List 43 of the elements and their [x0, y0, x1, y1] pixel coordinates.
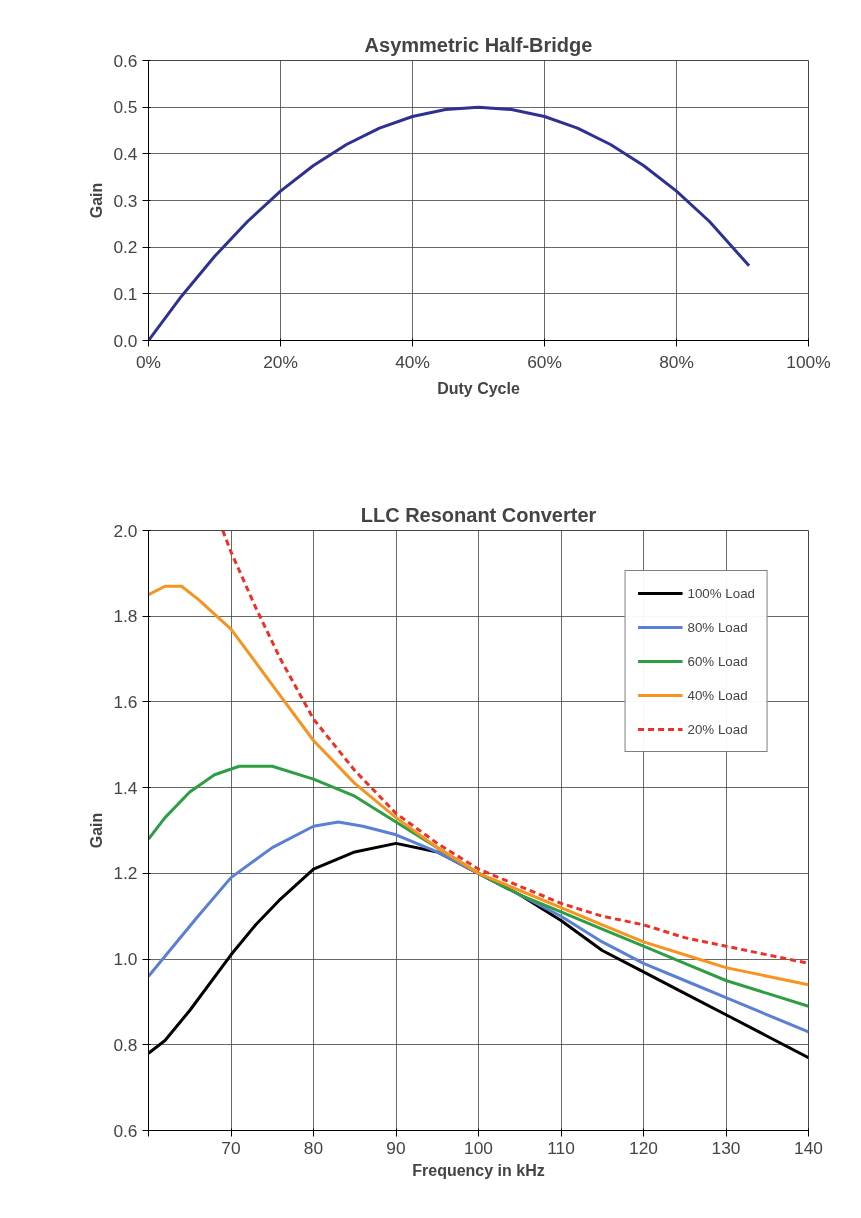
- x-axis-title: Duty Cycle: [437, 379, 520, 397]
- legend-label: 20% Load: [687, 721, 748, 737]
- legend-label: 100% Load: [687, 585, 755, 601]
- y-tick-label: 0.8: [113, 1034, 138, 1055]
- y-axis-title: Gain: [88, 182, 106, 219]
- x-tick-label: 120: [629, 1137, 658, 1158]
- x-tick-label: 60%: [527, 351, 562, 372]
- x-tick-label: 70: [221, 1137, 241, 1158]
- y-tick-label: 1.2: [113, 863, 138, 884]
- line-series: [148, 105, 751, 341]
- y-tick-label: 0.3: [113, 190, 138, 211]
- x-axis-title: Frequency in kHz: [412, 1161, 545, 1179]
- legend-label: 60% Load: [687, 653, 748, 669]
- y-axis-title: Gain: [88, 812, 106, 849]
- y-tick-label: 1.8: [113, 606, 138, 627]
- legend-label: 40% Load: [687, 687, 748, 703]
- y-tick-label: 0.6: [113, 50, 138, 71]
- y-tick-label: 0.4: [113, 143, 138, 164]
- y-tick-label: 0.5: [113, 97, 138, 118]
- chart-title: LLC Resonant Converter: [360, 503, 597, 526]
- x-tick-label: 40%: [395, 351, 430, 372]
- x-tick-label: 130: [711, 1137, 741, 1158]
- chart-title: Asymmetric Half-Bridge: [364, 33, 593, 56]
- x-tick-label: 20%: [263, 351, 298, 372]
- line-series: [148, 584, 809, 987]
- y-tick-label: 0.6: [113, 1120, 138, 1141]
- y-tick-label: 0.1: [113, 283, 138, 304]
- y-tick-label: 1.0: [113, 949, 138, 970]
- x-tick-label: 80%: [659, 351, 694, 372]
- y-tick-label: 2.0: [113, 520, 138, 541]
- x-tick-label: 140: [794, 1137, 823, 1158]
- y-tick-label: 1.4: [113, 777, 138, 798]
- x-tick-label: 100: [464, 1137, 493, 1158]
- x-tick-label: 0%: [135, 351, 162, 372]
- y-tick-label: 0.0: [113, 330, 138, 351]
- y-tick-label: 0.2: [113, 237, 138, 258]
- x-tick-label: 90: [386, 1137, 406, 1158]
- line-series: [221, 530, 809, 965]
- x-tick-label: 110: [547, 1137, 575, 1158]
- y-tick-label: 1.6: [113, 691, 138, 712]
- x-tick-label: 80: [303, 1137, 324, 1158]
- x-tick-label: 100%: [786, 351, 831, 372]
- legend-label: 80% Load: [687, 619, 748, 635]
